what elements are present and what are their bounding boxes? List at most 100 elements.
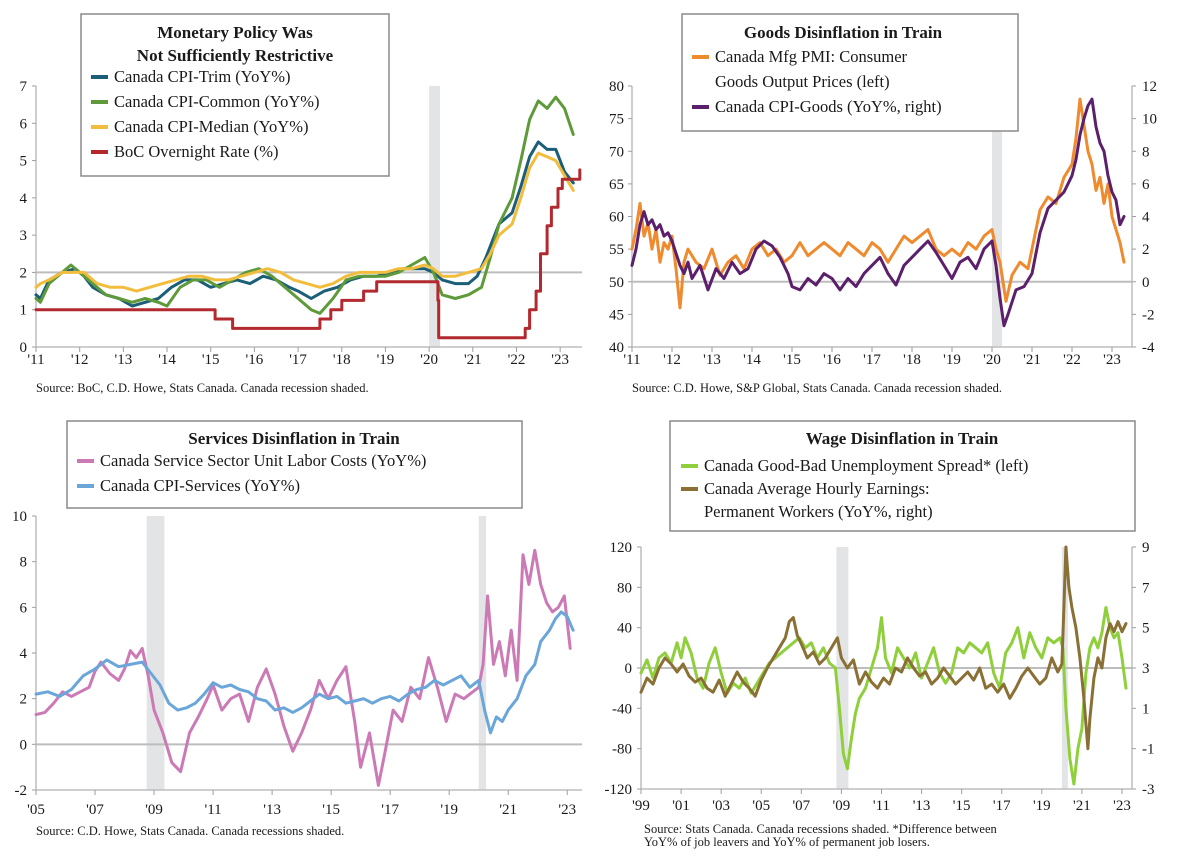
y-tick-label: -40 xyxy=(612,701,632,717)
x-tick-label: '12 xyxy=(663,352,681,368)
x-tick-label: '11 xyxy=(27,352,44,368)
x-tick-label: '15 xyxy=(202,352,220,368)
y2-tick-label: 6 xyxy=(1142,177,1150,193)
x-tick-label: '05 xyxy=(752,798,770,814)
y-tick-label: 80 xyxy=(617,580,632,596)
y2-tick-label: 1 xyxy=(1142,701,1150,717)
x-tick-label: '23 xyxy=(558,802,576,818)
legend-label: Canada Mfg PMI: Consumer xyxy=(715,47,908,66)
y-tick-label: 40 xyxy=(609,340,624,356)
x-tick-label: '12 xyxy=(71,352,89,368)
x-tick-label: '18 xyxy=(903,352,921,368)
x-tick-label: '03 xyxy=(712,798,730,814)
x-tick-label: '13 xyxy=(115,352,133,368)
y-tick-label: 4 xyxy=(20,646,28,662)
x-tick-label: '15 xyxy=(783,352,801,368)
chart-panel-4: -120 -80 -40 0 40 80 120 -3 -1 1 3 5 7 9 '99 '01 '03 '05 '… xyxy=(605,420,1155,849)
chart-title: Wage Disinflation in Train xyxy=(806,429,999,448)
x-tick-label: '15 xyxy=(953,798,971,814)
y-tick-label: 60 xyxy=(609,210,624,226)
y-tick-label: 70 xyxy=(609,144,624,160)
x-tick-label: '17 xyxy=(863,352,881,368)
recession-band xyxy=(146,516,165,790)
legend-label: Canada Good-Bad Unemployment Spread* (le… xyxy=(704,456,1028,475)
x-tick-label: '05 xyxy=(27,802,45,818)
x-tick-label: '21 xyxy=(1023,352,1041,368)
x-tick-label: '11 xyxy=(623,352,640,368)
y2-tick-label: -4 xyxy=(1142,340,1155,356)
y2-tick-label: -1 xyxy=(1142,742,1155,758)
series-line xyxy=(34,95,575,315)
x-tick-label: '21 xyxy=(1073,798,1091,814)
legend-box xyxy=(669,420,1136,532)
x-tick-label: '23 xyxy=(1113,798,1131,814)
y2-tick-label: 5 xyxy=(1142,621,1150,637)
source-note: Source: C.D. Howe, S&P Global, Stats Can… xyxy=(632,381,1002,395)
y-tick-label: 45 xyxy=(609,307,624,323)
legend-label: Canada Average Hourly Earnings: xyxy=(704,479,930,498)
legend-label-continued: Goods Output Prices (left) xyxy=(715,72,890,91)
x-tick-label: '13 xyxy=(913,798,931,814)
x-tick-label: '20 xyxy=(420,352,438,368)
x-tick-label: '01 xyxy=(672,798,690,814)
source-note: Source: C.D. Howe, Stats Canada. Canada … xyxy=(36,824,344,838)
y2-tick-label: -2 xyxy=(1142,307,1155,323)
x-tick-label: '07 xyxy=(86,802,104,818)
y2-tick-label: 0 xyxy=(1142,275,1150,291)
x-tick-label: '09 xyxy=(145,802,163,818)
legend-label-continued: Permanent Workers (YoY%, right) xyxy=(704,502,933,521)
legend-label: Canada CPI-Trim (YoY%) xyxy=(114,67,290,86)
legend-label: Canada CPI-Goods (YoY%, right) xyxy=(715,97,942,116)
x-tick-label: '22 xyxy=(1063,352,1081,368)
y-tick-label: 65 xyxy=(609,177,624,193)
legend-label: Canada Service Sector Unit Labor Costs (… xyxy=(100,451,426,470)
x-tick-label: '22 xyxy=(508,352,526,368)
x-tick-label: '17 xyxy=(381,802,399,818)
x-tick-label: '07 xyxy=(792,798,810,814)
y-tick-label: 1 xyxy=(20,303,28,319)
y-tick-label: 50 xyxy=(609,275,624,291)
x-tick-label: '19 xyxy=(377,352,395,368)
source-note: Source: BoC, C.D. Howe, Stats Canada. Ca… xyxy=(36,381,369,395)
source-note: Source: Stats Canada. Canada recessions … xyxy=(644,822,998,836)
legend-label: BoC Overnight Rate (%) xyxy=(114,142,279,161)
legend-label: Canada CPI-Services (YoY%) xyxy=(100,476,300,495)
x-tick-label: '13 xyxy=(263,802,281,818)
series-line xyxy=(34,610,575,735)
chart-panel-3: -2 0 2 4 6 8 10 '05 '07 '09 '11 '13 '15 '17 '19 '21 '23 S… xyxy=(12,420,582,838)
y2-tick-label: 3 xyxy=(1142,661,1150,677)
y-tick-label: 7 xyxy=(20,79,28,95)
y-tick-label: 80 xyxy=(609,79,624,95)
x-tick-label: '16 xyxy=(246,352,264,368)
x-tick-label: '13 xyxy=(703,352,721,368)
y-tick-label: 75 xyxy=(609,112,624,128)
y2-tick-label: 10 xyxy=(1142,112,1157,128)
x-tick-label: '09 xyxy=(833,798,851,814)
x-tick-label: '99 xyxy=(632,798,650,814)
source-note: YoY% of job leavers and YoY% of permanen… xyxy=(644,835,930,849)
y-tick-label: 8 xyxy=(20,555,28,571)
y-tick-label: 0 xyxy=(625,661,633,677)
y2-tick-label: 9 xyxy=(1142,540,1150,556)
y-tick-label: 0 xyxy=(20,340,28,356)
y-tick-label: 10 xyxy=(12,509,27,525)
y2-tick-label: 2 xyxy=(1142,242,1150,258)
chart-panel-1: 0 1 2 3 4 5 6 7 '11 '12 '13 '14 '15 '16 '17 '18 '19 '20 '2… xyxy=(20,13,582,395)
y-tick-label: 3 xyxy=(20,228,28,244)
x-tick-label: '23 xyxy=(551,352,569,368)
series-line xyxy=(34,151,575,293)
y-tick-label: 55 xyxy=(609,242,624,258)
x-tick-label: '21 xyxy=(464,352,482,368)
y-tick-label: 4 xyxy=(20,191,28,207)
x-tick-label: '18 xyxy=(333,352,351,368)
y-tick-label: 6 xyxy=(20,116,28,132)
y2-tick-label: 12 xyxy=(1142,79,1157,95)
chart-title: Goods Disinflation in Train xyxy=(744,23,943,42)
chart-title: Monetary Policy Was xyxy=(157,23,313,42)
y-tick-label: 0 xyxy=(20,737,28,753)
x-tick-label: '19 xyxy=(440,802,458,818)
y-tick-label: -120 xyxy=(605,782,633,798)
y2-tick-label: -3 xyxy=(1142,782,1155,798)
y-tick-label: -2 xyxy=(15,783,28,799)
